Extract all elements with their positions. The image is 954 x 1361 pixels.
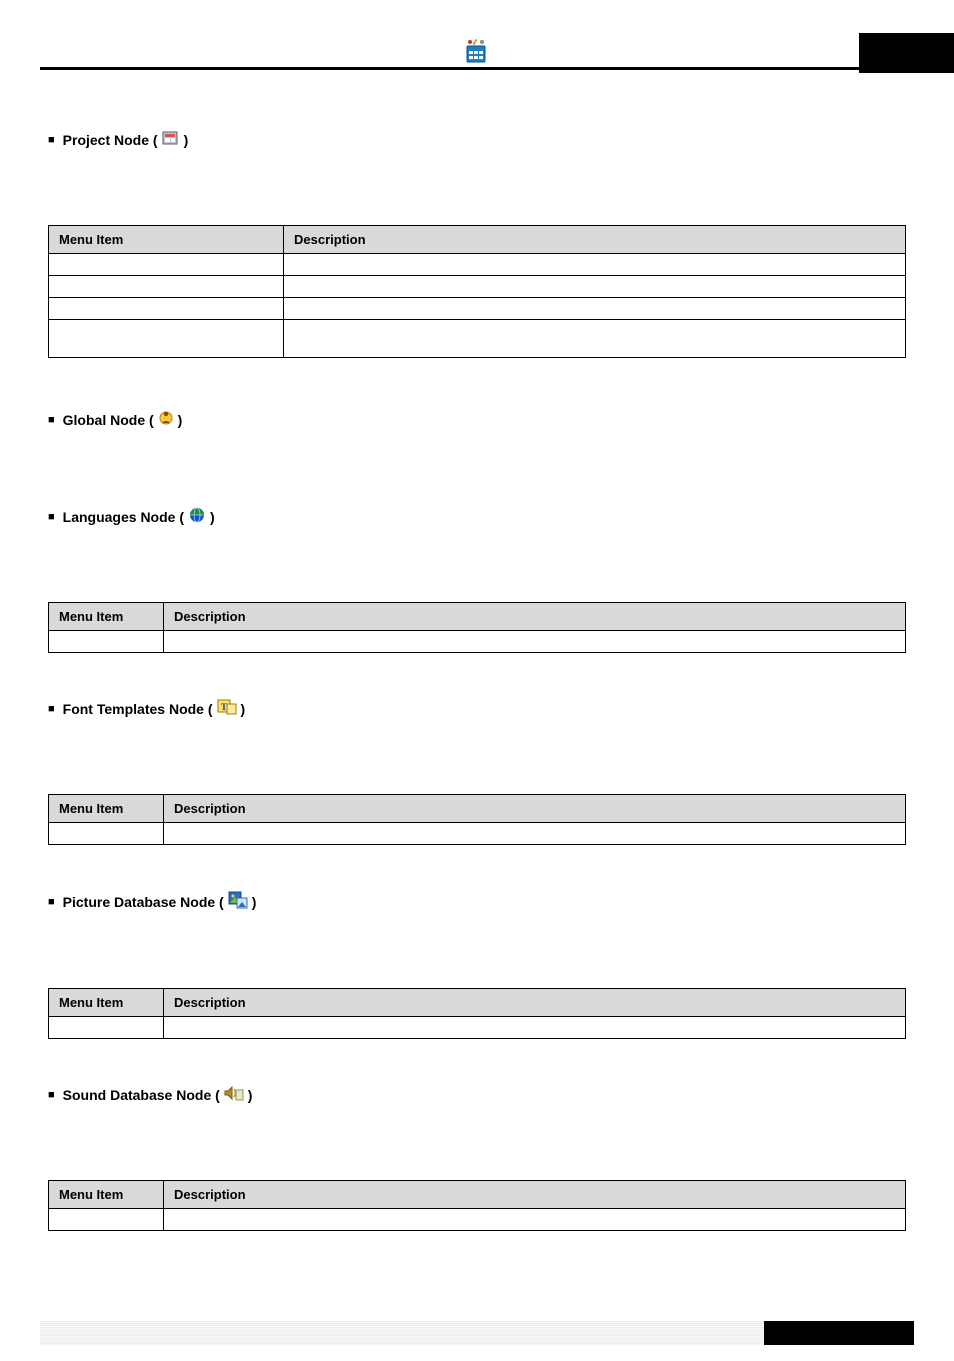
col-description: Description: [284, 226, 906, 254]
font-templates-node-heading: ■ Font Templates Node ( T ): [48, 699, 906, 718]
table-row: [49, 1209, 906, 1231]
table-header-row: Menu Item Description: [49, 989, 906, 1017]
global-node-heading: ■ Global Node ( ): [48, 410, 906, 429]
project-node-icon: [162, 130, 180, 149]
table-header-row: Menu Item Description: [49, 603, 906, 631]
bullet-icon: ■: [48, 1089, 55, 1101]
sound-database-node-title-close: ): [248, 1087, 253, 1103]
content: ■ Project Node ( ) Menu Item Description: [0, 70, 954, 1231]
table-row: [49, 320, 906, 358]
languages-node-title-close: ): [210, 509, 215, 525]
bullet-icon: ■: [48, 703, 55, 715]
table-row: [49, 823, 906, 845]
svg-text:T: T: [221, 702, 227, 712]
picture-database-node-heading: ■ Picture Database Node ( ): [48, 891, 906, 912]
sound-database-node-table: Menu Item Description: [48, 1180, 906, 1231]
table-row: [49, 254, 906, 276]
global-node-title-close: ): [178, 412, 183, 428]
languages-node-heading: ■ Languages Node ( ): [48, 507, 906, 526]
picture-database-node-title: Picture Database Node (: [63, 894, 224, 910]
col-description: Description: [164, 1181, 906, 1209]
bullet-icon: ■: [48, 414, 55, 426]
table-row: [49, 631, 906, 653]
font-templates-node-title: Font Templates Node (: [63, 701, 213, 717]
global-node-title: Global Node (: [63, 412, 154, 428]
project-node-title-close: ): [184, 132, 189, 148]
table-header-row: Menu Item Description: [49, 1181, 906, 1209]
sound-database-node-heading: ■ Sound Database Node ( ): [48, 1085, 906, 1104]
picture-database-node-icon: [228, 891, 248, 912]
project-node-heading: ■ Project Node ( ): [48, 130, 906, 149]
page: ■ Project Node ( ) Menu Item Description: [0, 0, 954, 1361]
bullet-icon: ■: [48, 134, 55, 146]
col-menu-item: Menu Item: [49, 1181, 164, 1209]
page-header: [40, 0, 914, 70]
languages-node-icon: [188, 507, 206, 526]
font-templates-node-icon: T: [217, 699, 237, 718]
header-clipboard-icon: [464, 38, 490, 67]
table-row: [49, 276, 906, 298]
col-description: Description: [164, 603, 906, 631]
col-menu-item: Menu Item: [49, 226, 284, 254]
picture-database-node-title-close: ): [252, 894, 257, 910]
project-node-title: Project Node (: [63, 132, 158, 148]
col-description: Description: [164, 989, 906, 1017]
col-menu-item: Menu Item: [49, 989, 164, 1017]
sound-database-node-icon: [224, 1085, 244, 1104]
table-header-row: Menu Item Description: [49, 795, 906, 823]
languages-node-title: Languages Node (: [63, 509, 184, 525]
font-templates-node-table: Menu Item Description: [48, 794, 906, 845]
bullet-icon: ■: [48, 896, 55, 908]
table-row: [49, 1017, 906, 1039]
col-menu-item: Menu Item: [49, 795, 164, 823]
languages-node-table: Menu Item Description: [48, 602, 906, 653]
table-row: [49, 298, 906, 320]
picture-database-node-table: Menu Item Description: [48, 988, 906, 1039]
global-node-icon: [158, 410, 174, 429]
footer-stripe: [40, 1321, 914, 1345]
font-templates-node-title-close: ): [241, 701, 246, 717]
col-menu-item: Menu Item: [49, 603, 164, 631]
header-black-tab: [859, 33, 954, 73]
page-footer: [0, 1321, 954, 1361]
footer-black-tab: [764, 1321, 914, 1345]
project-node-table: Menu Item Description: [48, 225, 906, 358]
col-description: Description: [164, 795, 906, 823]
table-header-row: Menu Item Description: [49, 226, 906, 254]
bullet-icon: ■: [48, 511, 55, 523]
sound-database-node-title: Sound Database Node (: [63, 1087, 220, 1103]
